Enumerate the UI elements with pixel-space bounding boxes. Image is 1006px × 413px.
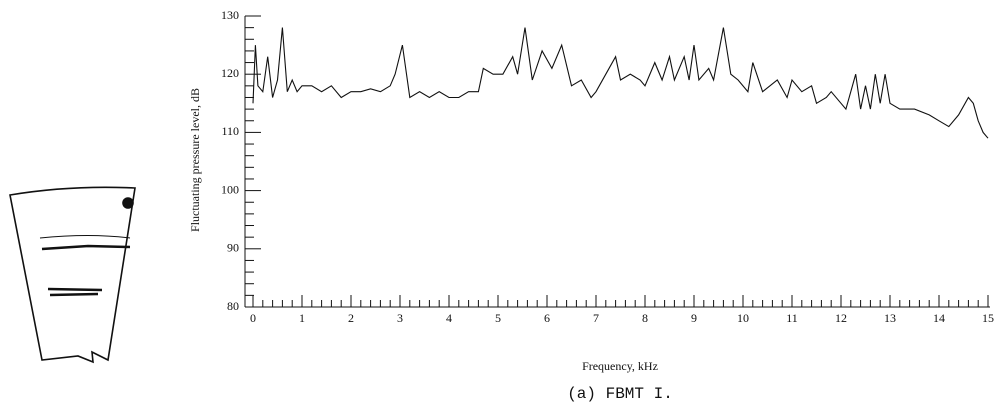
x-tick-label: 2 bbox=[348, 311, 354, 325]
y-tick-label: 110 bbox=[221, 124, 239, 138]
model-sketch bbox=[9, 186, 136, 364]
y-tick-label: 130 bbox=[221, 8, 239, 22]
x-tick-label: 3 bbox=[397, 311, 403, 325]
y-tick-label: 80 bbox=[227, 299, 239, 313]
x-tick-label: 10 bbox=[737, 311, 749, 325]
x-tick-label: 7 bbox=[593, 311, 599, 325]
x-tick-label: 6 bbox=[544, 311, 550, 325]
x-tick-label: 11 bbox=[786, 311, 798, 325]
spectrum-line bbox=[252, 27, 989, 139]
x-tick-label: 1 bbox=[299, 311, 305, 325]
x-tick-label: 5 bbox=[495, 311, 501, 325]
x-tick-label: 13 bbox=[884, 311, 896, 325]
y-axis-label: Fluctuating pressure level, dB bbox=[188, 88, 202, 232]
y-tick-label: 120 bbox=[221, 66, 239, 80]
caption: (a) FBMT I. bbox=[567, 385, 673, 403]
y-tick-label: 100 bbox=[221, 182, 239, 196]
y-tick-label: 90 bbox=[227, 241, 239, 255]
x-tick-label: 14 bbox=[933, 311, 945, 325]
x-axis-label: Frequency, kHz bbox=[582, 359, 658, 373]
x-tick-label: 12 bbox=[835, 311, 847, 325]
x-tick-label: 8 bbox=[642, 311, 648, 325]
x-tick-label: 15 bbox=[982, 311, 994, 325]
x-tick-label: 4 bbox=[446, 311, 452, 325]
x-tick-label: 0 bbox=[250, 311, 256, 325]
x-tick-label: 9 bbox=[691, 311, 697, 325]
